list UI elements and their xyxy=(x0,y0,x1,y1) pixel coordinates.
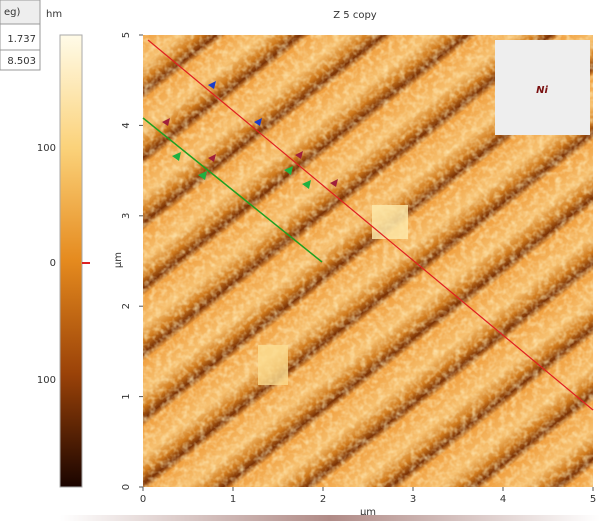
image-title: Z 5 copy xyxy=(333,10,377,21)
readout: 8.503 xyxy=(7,56,36,67)
header-text: eg) xyxy=(4,7,21,18)
particle xyxy=(372,205,408,239)
x-tick-label: 2 xyxy=(320,494,326,505)
colorbar xyxy=(60,35,82,487)
y-tick-label: 2 xyxy=(121,303,132,309)
y-tick-label: 1 xyxy=(121,393,132,399)
x-tick-label: 3 xyxy=(410,494,416,505)
y-tick-label: 4 xyxy=(121,122,132,128)
y-tick-label: 5 xyxy=(121,32,132,38)
page: eg) hm 1.737 8.503 100 0 100 Z 5 copy Ni… xyxy=(0,0,601,521)
sample-label: Ni xyxy=(536,85,548,96)
particle xyxy=(258,345,288,385)
x-tick-label: 0 xyxy=(140,494,146,505)
x-tick-label: 1 xyxy=(230,494,236,505)
y-axis-label: µm xyxy=(113,252,124,268)
bottom-bar xyxy=(60,515,600,521)
afm-figure: eg) hm 1.737 8.503 100 0 100 Z 5 copy Ni… xyxy=(0,0,601,521)
y-tick-label: 0 xyxy=(121,484,132,490)
x-tick-label: 4 xyxy=(500,494,506,505)
y-tick-label: 3 xyxy=(121,213,132,219)
unit-label: hm xyxy=(46,9,62,20)
readout: 1.737 xyxy=(7,34,36,45)
colorbar-label: 0 xyxy=(50,258,56,269)
x-tick-label: 5 xyxy=(590,494,596,505)
colorbar-label: 100 xyxy=(37,375,56,386)
colorbar-label: 100 xyxy=(37,143,56,154)
